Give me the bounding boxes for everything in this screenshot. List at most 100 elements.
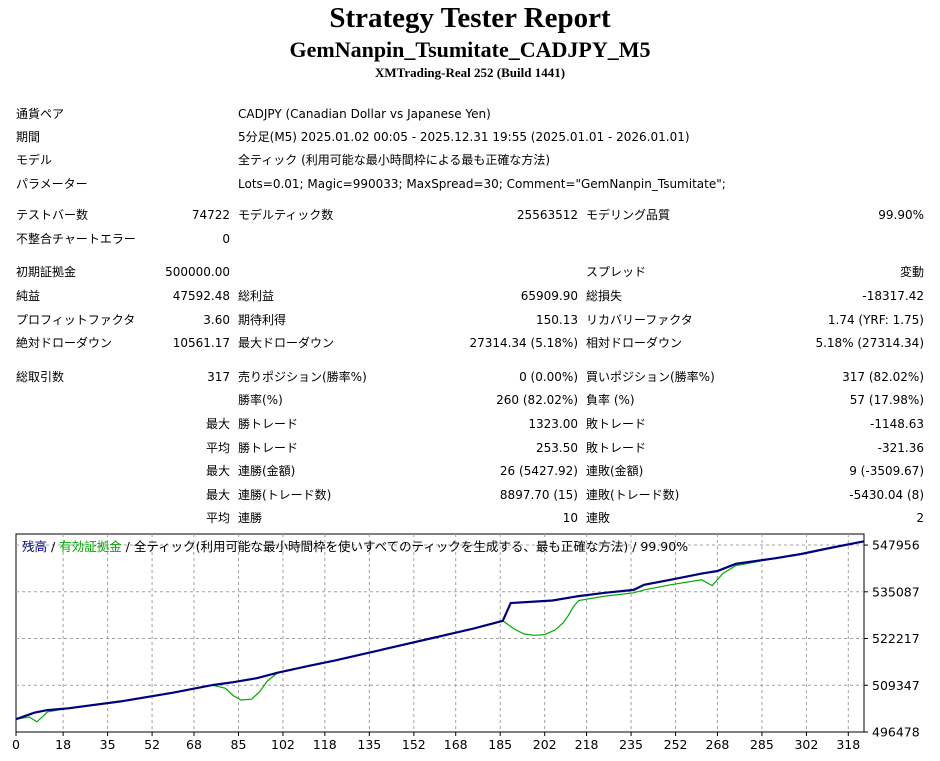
y-tick-label: 547956 [872, 538, 920, 553]
max-consec-loss-value: 9 (-3509.67) [849, 464, 924, 478]
avg-loss-value: -321.36 [877, 441, 924, 455]
max-consec-profit-value: 8897.70 (15) [499, 488, 578, 502]
avg-consec-win-label: 連勝 [238, 511, 263, 525]
server-build: XMTrading-Real 252 (Build 1441) [374, 65, 566, 80]
gross-loss-label: 総損失 [586, 289, 623, 303]
x-tick-label: 218 [575, 737, 599, 752]
trades-value: 317 [207, 370, 230, 384]
legend-description: 全ティック(利用可能な最小時間枠を使いすべてのティックを生成する、最も正確な方法… [134, 539, 688, 554]
period-value: 5分足(M5) 2025.01.02 00:05 - 2025.12.31 19… [238, 130, 690, 144]
x-tick-label: 302 [794, 737, 818, 752]
pf-value: 3.60 [203, 313, 230, 327]
avg-consec-loss-value: 2 [916, 511, 924, 525]
recovery-value: 1.74 (YRF: 1.75) [827, 313, 924, 327]
x-tick-label: 18 [55, 737, 71, 752]
bars-label: テストバー数 [16, 208, 89, 222]
x-tick-label: 168 [444, 737, 468, 752]
gross-loss-value: -18317.42 [862, 289, 924, 303]
x-tick-label: 202 [533, 737, 557, 752]
max-consec-count-word: 最大 [205, 488, 230, 502]
params-label: パラメーター [16, 177, 88, 191]
balance-chart: 0 18 35 52 68 85 102 118 135 152 168 185 202 218 235 25… [0, 532, 940, 761]
bars-value: 74722 [191, 208, 230, 222]
y-tick-label: 509347 [872, 678, 920, 693]
x-axis: 0 18 35 52 68 85 102 118 135 152 168 185 202 218 235 25… [12, 732, 860, 752]
params-value: Lots=0.01; Magic=990033; MaxSpread=30; C… [238, 177, 726, 191]
largest-word: 最大 [205, 417, 230, 431]
x-tick-label: 85 [231, 737, 247, 752]
y-tick-label: 522217 [872, 631, 920, 646]
recovery-label: リカバリーファクタ [586, 313, 693, 327]
mismatch-label: 不整合チャートエラー [16, 232, 136, 246]
short-value: 0 (0.00%) [519, 370, 578, 384]
legend-balance: 残高 [22, 539, 47, 554]
report-subtitle: GemNanpin_Tsumitate_CADJPY_M5 [289, 37, 651, 62]
deposit-value: 500000.00 [165, 265, 230, 279]
win-pct-value: 260 (82.02%) [496, 393, 578, 407]
gross-profit-value: 65909.90 [520, 289, 578, 303]
legend-equity: 有効証拠金 [59, 539, 122, 554]
x-tick-label: 135 [357, 737, 381, 752]
x-tick-label: 152 [402, 737, 426, 752]
max-consec-win-value: 26 (5427.92) [499, 464, 578, 478]
max-consec-loss-label: 連敗(金額) [586, 464, 644, 478]
net-label: 純益 [16, 289, 41, 303]
x-tick-label: 52 [144, 737, 160, 752]
chart-legend: 残高 / 有効証拠金 / 全ティック(利用可能な最小時間枠を使いすべてのティック… [22, 539, 688, 554]
avg-win-label: 勝トレード [238, 441, 299, 455]
x-tick-label: 102 [271, 737, 295, 752]
win-pct-label: 勝率(%) [238, 393, 283, 407]
ticks-value: 25563512 [516, 208, 578, 222]
x-tick-label: 268 [706, 737, 730, 752]
short-label: 売りポジション(勝率%) [238, 370, 367, 384]
y-axis: 496478 509347 522217 535087 547956 [864, 538, 920, 740]
mismatch-value: 0 [222, 232, 230, 246]
x-tick-label: 68 [186, 737, 202, 752]
max-consec-word: 最大 [205, 464, 230, 478]
x-tick-label: 35 [100, 737, 116, 752]
deposit-label: 初期証拠金 [16, 265, 77, 279]
max-dd-value: 27314.34 (5.18%) [469, 336, 578, 350]
symbol-label: 通貨ペア [16, 107, 65, 121]
largest-loss-value: -1148.63 [870, 417, 924, 431]
largest-win-label: 勝トレード [238, 417, 299, 431]
period-label: 期間 [16, 130, 41, 144]
y-tick-label: 535087 [872, 584, 920, 599]
grid-lines [16, 534, 864, 732]
avg-loss-label: 敗トレード [586, 441, 647, 455]
net-value: 47592.48 [172, 289, 230, 303]
quality-label: モデリング品質 [586, 208, 671, 222]
avg-win-value: 253.50 [536, 441, 578, 455]
largest-win-value: 1323.00 [528, 417, 578, 431]
x-tick-label: 318 [836, 737, 860, 752]
loss-pct-value: 57 (17.98%) [849, 393, 924, 407]
expected-value: 150.13 [536, 313, 578, 327]
max-consec-profit-label: 連勝(トレード数) [238, 488, 332, 502]
long-value: 317 (82.02%) [842, 370, 924, 384]
abs-dd-value: 10561.17 [172, 336, 230, 350]
max-consec-win-label: 連勝(金額) [238, 464, 296, 478]
avg-consec-loss-label: 連敗 [586, 511, 611, 525]
trades-label: 総取引数 [16, 370, 65, 384]
largest-loss-label: 敗トレード [586, 417, 647, 431]
plot-area [15, 533, 865, 733]
legend-sep-2: / [122, 539, 134, 554]
rel-dd-label: 相対ドローダウン [586, 336, 683, 350]
x-tick-label: 235 [619, 737, 643, 752]
report-title: Strategy Tester Report [329, 2, 611, 34]
long-label: 買いポジション(勝率%) [586, 370, 715, 384]
loss-pct-label: 負率 (%) [586, 393, 635, 407]
expected-label: 期待利得 [238, 313, 287, 327]
avg-consec-word: 平均 [205, 511, 230, 525]
gross-profit-label: 総利益 [238, 289, 275, 303]
model-label: モデル [16, 153, 53, 167]
spread-value: 変動 [899, 265, 924, 279]
max-consec-lossamt-value: -5430.04 (8) [849, 488, 924, 502]
average-word: 平均 [205, 441, 230, 455]
symbol-value: CADJPY (Canadian Dollar vs Japanese Yen) [238, 107, 491, 121]
avg-consec-win-value: 10 [562, 511, 578, 525]
rel-dd-value: 5.18% (27314.34) [815, 336, 924, 350]
max-consec-lossamt-label: 連敗(トレード数) [586, 488, 680, 502]
quality-value: 99.90% [878, 208, 924, 222]
x-tick-label: 0 [12, 737, 20, 752]
